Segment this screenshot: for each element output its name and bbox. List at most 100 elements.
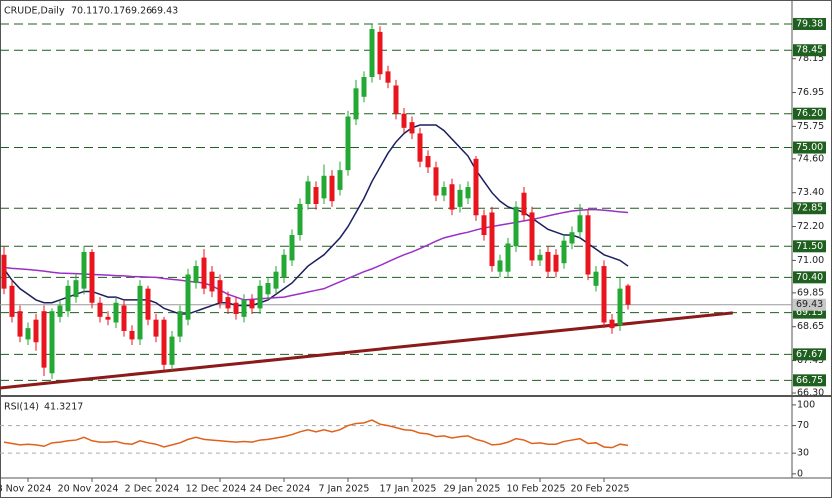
- candle-body: [33, 319, 39, 343]
- header: CRUDE,Daily 70.11 70.17 69.26 69.43 RSI(…: [4, 6, 178, 413]
- close-value: 69.43: [151, 6, 178, 17]
- rsi-title: RSI(14): [4, 402, 39, 413]
- candle-body: [41, 311, 47, 368]
- moving-average: [3, 208, 629, 301]
- x-tick-label: 12 Dec 2024: [186, 484, 247, 495]
- level-box: [793, 202, 826, 215]
- candle-body: [297, 203, 303, 236]
- y-tick-label: 70: [797, 420, 809, 431]
- candle-body: [121, 305, 127, 331]
- level-box: [793, 107, 826, 120]
- candle-body: [321, 175, 327, 199]
- candle-body: [401, 113, 407, 128]
- high-value: 70.17: [98, 6, 125, 17]
- candle-body: [553, 254, 559, 272]
- level-label: 79.38: [796, 18, 823, 29]
- candle-body: [473, 158, 479, 216]
- y-tick-label: 100: [797, 399, 815, 410]
- candle-body: [337, 170, 343, 190]
- candle-body: [625, 285, 631, 305]
- y-tick-label: 69.85: [797, 287, 824, 298]
- candle-body: [385, 71, 391, 83]
- candle-body: [489, 212, 495, 267]
- candle-body: [505, 243, 511, 272]
- candle-body: [409, 122, 415, 134]
- candle-body: [249, 299, 255, 309]
- level-box: [793, 271, 826, 284]
- candle-body: [441, 187, 447, 196]
- candle-body: [57, 305, 63, 317]
- candle-body: [105, 316, 111, 320]
- candle-body: [25, 328, 31, 340]
- candle-body: [377, 31, 383, 75]
- open-value: 70.11: [71, 6, 98, 17]
- x-tick-label: 7 Jan 2025: [319, 484, 370, 495]
- candle-body: [65, 285, 71, 312]
- candle-body: [521, 192, 527, 216]
- candle-body: [449, 184, 455, 210]
- candle-body: [497, 260, 503, 272]
- level-box: [793, 374, 826, 387]
- candle-body: [73, 280, 79, 298]
- candle-body: [465, 187, 471, 199]
- candle-body: [17, 311, 23, 337]
- level-label: 70.40: [796, 272, 823, 283]
- low-value: 69.26: [125, 6, 152, 17]
- candle-body: [369, 29, 375, 78]
- y-tick-label: 67.45: [797, 355, 824, 366]
- x-tick-label: 20 Nov 2024: [58, 484, 119, 495]
- candle-body: [601, 266, 607, 323]
- candle-body: [177, 311, 183, 337]
- candle-body: [185, 274, 191, 320]
- axes: 78.15 76.95 75.75 74.60 73.40 72.20 71.00 69.85…: [0, 17, 826, 495]
- candle-body: [433, 167, 439, 196]
- y-tick-label: 68.65: [797, 321, 824, 332]
- candle-body: [225, 297, 231, 309]
- chart-title: CRUDE,Daily: [4, 6, 65, 17]
- level-box: [793, 44, 826, 57]
- x-tick-label: 29 Jan 2025: [444, 484, 501, 495]
- level-box: [793, 348, 826, 361]
- candle-body: [329, 175, 335, 202]
- candle-body: [313, 187, 319, 204]
- level-label: 66.75: [796, 375, 823, 386]
- x-tick-label: 2 Dec 2024: [125, 484, 180, 495]
- level-label: 67.67: [796, 349, 823, 360]
- candle-body: [209, 271, 215, 292]
- candle-body: [49, 311, 55, 374]
- candle-body: [89, 251, 95, 303]
- candle-body: [585, 215, 591, 275]
- candle-body: [609, 319, 615, 329]
- candle-body: [137, 285, 143, 340]
- candle-body: [169, 336, 175, 365]
- price-panel: [0, 23, 792, 390]
- level-box: [793, 141, 826, 154]
- candle-body: [257, 285, 263, 309]
- y-tick-label: 73.40: [797, 187, 824, 198]
- candle-body: [457, 189, 463, 207]
- candle-body: [513, 206, 519, 247]
- y-tick-label: 71.00: [797, 255, 824, 266]
- candle-body: [561, 240, 567, 264]
- y-tick-label: 75.75: [797, 121, 824, 132]
- candle-body: [9, 285, 15, 317]
- x-tick-label: 24 Dec 2024: [250, 484, 311, 495]
- candle-body: [577, 215, 583, 233]
- candle-body: [529, 212, 535, 261]
- candle-body: [361, 77, 367, 97]
- candle-body: [265, 282, 271, 295]
- candle-body: [353, 88, 359, 120]
- y-tick-label: 78.15: [797, 53, 824, 64]
- candle-body: [617, 288, 623, 326]
- rsi-value: 41.3217: [44, 402, 83, 413]
- y-tick-label: 76.95: [797, 87, 824, 98]
- level-box: [793, 240, 826, 253]
- y-tick-label: 30: [797, 448, 809, 459]
- level-label: 76.20: [796, 108, 823, 119]
- candle-body: [161, 319, 167, 365]
- candle-body: [281, 254, 287, 278]
- level-label: 75.00: [796, 142, 823, 153]
- y-tick-label: 72.20: [797, 221, 824, 232]
